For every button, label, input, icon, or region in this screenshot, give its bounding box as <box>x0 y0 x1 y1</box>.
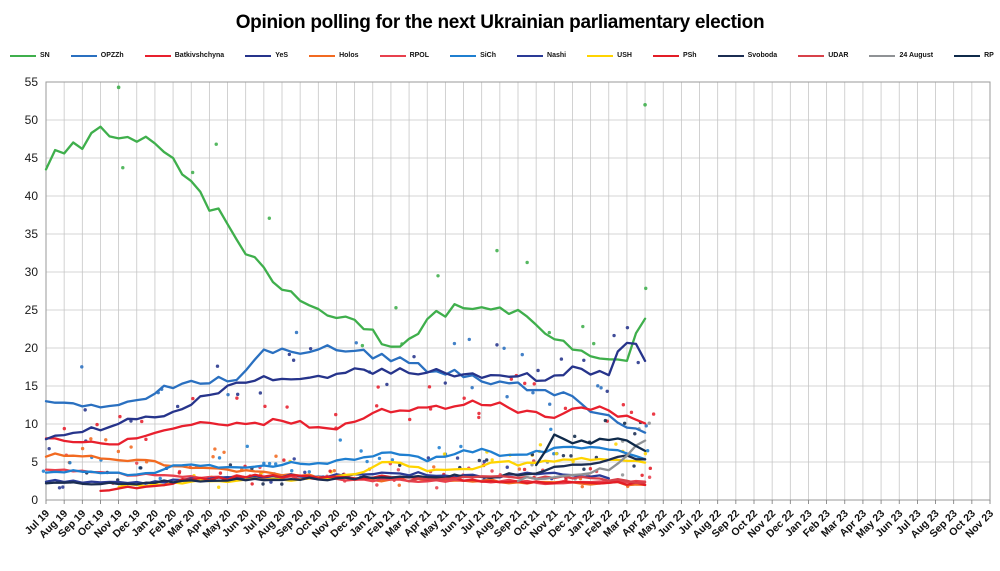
legend-line-swatch <box>869 54 896 57</box>
legend-item-psh: PSh <box>652 52 697 59</box>
y-axis-labels: 0 5 10 15 20 25 30 35 40 45 50 55 <box>25 75 39 507</box>
legend-item-udar: UDAR <box>798 52 848 59</box>
legend-item-label: SiCh <box>480 52 497 59</box>
legend-line-swatch <box>450 54 477 57</box>
svg-text:30: 30 <box>25 265 39 279</box>
scatter-points-yes <box>47 325 640 451</box>
legend-line-swatch <box>70 54 97 57</box>
legend-line-swatch <box>309 54 336 57</box>
legend-item-label: RP <box>984 52 994 59</box>
series-line-24-august <box>516 439 647 483</box>
legend-item-rp: RP <box>954 52 994 59</box>
legend-line-swatch <box>144 54 171 57</box>
scatter-points-opzzh <box>80 330 648 428</box>
legend-item-holos: Holos <box>309 52 359 59</box>
svg-text:25: 25 <box>25 303 39 317</box>
legend-item-label: Batkivshchyna <box>174 52 225 59</box>
series-lines <box>44 125 647 493</box>
legend-item-label: YeS <box>275 52 289 59</box>
legend-item-label: Holos <box>339 52 359 59</box>
legend-item-label: RPOL <box>409 52 430 59</box>
svg-text:50: 50 <box>25 113 39 127</box>
outlier-point <box>643 103 647 107</box>
legend-item-label: Svoboda <box>747 52 778 59</box>
legend-item-nashi: Nashi <box>517 52 566 59</box>
svg-text:45: 45 <box>25 151 39 165</box>
legend-line-swatch <box>587 54 614 57</box>
legend-line-swatch <box>379 54 406 57</box>
legend-item-svoboda: Svoboda <box>717 52 778 59</box>
outlier-point <box>116 85 121 90</box>
scatter-points-batkivshchyna <box>62 373 656 442</box>
chart-title: Opinion polling for the next Ukrainian p… <box>235 12 765 33</box>
legend-item-yes: YeS <box>245 52 288 59</box>
legend-item-rpol: RPOL <box>379 52 430 59</box>
legend-item-label: Nashi <box>547 52 567 59</box>
svg-text:15: 15 <box>25 379 39 393</box>
legend-item-label: OPZZh <box>100 52 124 59</box>
legend-line-swatch <box>245 54 272 57</box>
series-line-yes <box>44 341 647 441</box>
legend-line-swatch <box>954 54 981 57</box>
series-line-svoboda <box>44 454 647 486</box>
legend-item-label: USH <box>617 52 632 59</box>
legend-line-swatch <box>798 54 825 57</box>
svg-text:35: 35 <box>25 227 39 241</box>
legend-item-label: 24 August <box>899 52 934 59</box>
legend-item-label: SN <box>40 52 50 59</box>
series-line-sn <box>44 125 647 363</box>
svg-text:5: 5 <box>31 455 38 469</box>
svg-text:55: 55 <box>25 75 39 89</box>
svg-text:0: 0 <box>31 493 38 507</box>
legend-item-24-august: 24 August <box>869 52 933 59</box>
legend-item-batkivshchyna: Batkivshchyna <box>144 52 225 59</box>
svg-text:20: 20 <box>25 341 39 355</box>
series-line-batkivshchyna <box>44 399 647 446</box>
scatter-points-sn <box>121 142 648 348</box>
scatter-points-svoboda <box>68 432 637 486</box>
legend-line-swatch <box>652 54 679 57</box>
scatter-points <box>41 85 656 490</box>
legend-item-label: PSh <box>682 52 697 59</box>
svg-text:10: 10 <box>25 417 39 431</box>
chart-legend: SN OPZZh Batkivshchyna YeS Holos RPOL SiCh Nash… <box>10 52 994 59</box>
gridlines <box>45 81 991 501</box>
legend-item-label: UDAR <box>828 52 849 59</box>
legend-item-sich: SiCh <box>450 52 496 59</box>
series-line-rp <box>535 433 647 467</box>
svg-text:40: 40 <box>25 189 39 203</box>
scatter-points-sich <box>41 427 650 481</box>
legend-item-ush: USH <box>587 52 632 59</box>
legend-item-sn: SN <box>10 52 50 59</box>
legend-line-swatch <box>10 54 36 57</box>
legend-line-swatch <box>517 54 544 57</box>
legend-line-swatch <box>717 54 744 57</box>
series-line-opzzh <box>44 344 647 434</box>
legend-item-opzzh: OPZZh <box>70 52 124 59</box>
